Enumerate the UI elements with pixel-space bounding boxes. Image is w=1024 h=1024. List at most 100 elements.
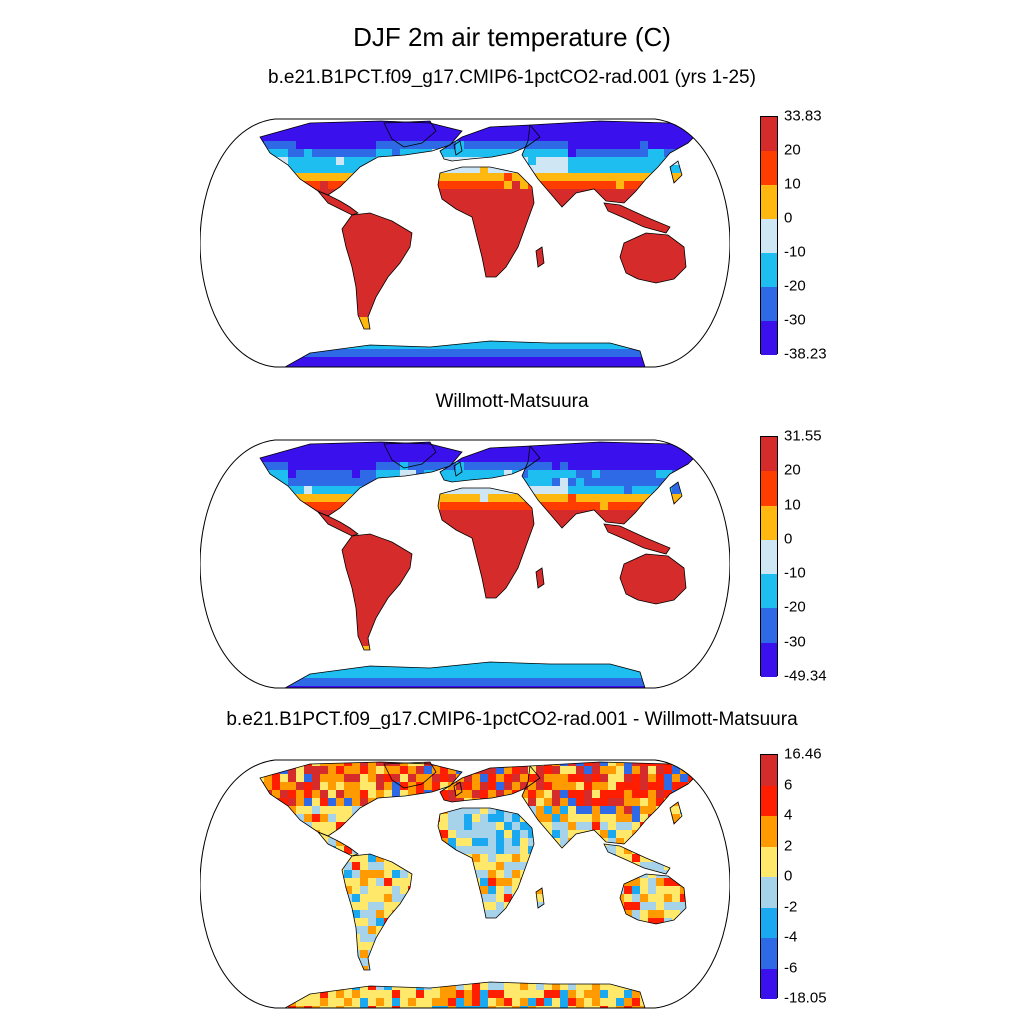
grid-cell <box>488 686 496 688</box>
grid-cell <box>648 221 656 229</box>
grid-cell <box>688 229 696 237</box>
grid-cell <box>552 486 560 494</box>
grid-cell <box>360 558 368 566</box>
grid-cell <box>536 269 544 277</box>
grid-cell <box>704 205 712 213</box>
grid-cell <box>336 317 344 325</box>
grid-cell <box>696 205 700 213</box>
grid-cell <box>520 462 528 470</box>
grid-cell <box>600 582 608 590</box>
grid-cell <box>400 157 408 165</box>
grid-cell <box>616 806 624 814</box>
grid-cell <box>240 654 248 662</box>
grid-cell <box>488 638 496 646</box>
grid-cell <box>320 141 328 149</box>
panel-obs-title: Willmott-Matsuura <box>435 391 589 412</box>
grid-cell <box>288 590 296 598</box>
grid-cell <box>496 205 504 213</box>
grid-cell <box>608 518 616 526</box>
grid-cell <box>584 766 592 774</box>
grid-cell <box>328 301 336 309</box>
grid-cell <box>640 478 648 486</box>
grid-cell <box>616 678 624 686</box>
grid-cell <box>336 365 344 367</box>
grid-cell <box>360 774 368 782</box>
grid-cell <box>472 542 480 550</box>
grid-cell <box>624 534 632 542</box>
grid-cell <box>664 494 672 502</box>
grid-cell <box>432 285 440 293</box>
grid-cell <box>656 510 664 518</box>
grid-cell <box>584 454 592 462</box>
grid-cell <box>528 165 536 173</box>
grid-cell <box>680 606 688 614</box>
grid-cell <box>504 662 512 670</box>
grid-cell <box>720 558 728 566</box>
grid-cell <box>480 590 488 598</box>
grid-cell <box>280 670 288 678</box>
grid-cell <box>304 598 312 606</box>
grid-cell <box>616 774 624 782</box>
grid-cell <box>592 526 600 534</box>
grid-cell <box>232 526 240 534</box>
grid-cell <box>552 149 560 157</box>
grid-cell <box>560 534 568 542</box>
grid-cell <box>568 293 576 301</box>
grid-cell <box>560 822 568 830</box>
grid-cell <box>720 790 728 798</box>
grid-cell <box>496 157 504 165</box>
grid-cell <box>320 442 328 446</box>
grid-cell <box>496 470 504 478</box>
grid-cell <box>488 462 496 470</box>
grid-cell <box>664 245 672 253</box>
grid-cell <box>304 486 312 494</box>
grid-cell <box>616 590 624 598</box>
grid-cell <box>520 357 528 365</box>
grid-cell <box>288 446 296 454</box>
grid-cell <box>672 782 680 790</box>
grid-cell <box>488 309 496 317</box>
grid-cell <box>648 454 656 462</box>
grid-cell <box>648 317 656 325</box>
grid-cell <box>456 814 464 822</box>
grid-cell <box>536 654 544 662</box>
grid-cell <box>512 325 520 333</box>
grid-cell <box>576 614 584 622</box>
grid-cell <box>624 782 632 790</box>
grid-cell <box>520 790 528 798</box>
grid-cell <box>720 566 728 574</box>
grid-cell <box>688 221 696 229</box>
grid-cell <box>640 638 648 646</box>
grid-cell <box>200 269 208 277</box>
grid-cell <box>720 518 728 526</box>
grid-cell <box>272 478 280 486</box>
grid-cell <box>376 285 384 293</box>
grid-cell <box>200 462 208 470</box>
grid-cell <box>512 550 520 558</box>
grid-cell <box>280 261 288 269</box>
grid-cell <box>544 325 552 333</box>
grid-cell <box>672 245 680 253</box>
grid-cell <box>672 181 680 189</box>
grid-cell <box>272 494 280 502</box>
grid-cell <box>416 574 424 582</box>
grid-cell <box>672 790 680 798</box>
grid-cell <box>568 446 576 454</box>
grid-cell <box>440 197 448 205</box>
grid-cell <box>696 686 700 688</box>
grid-cell <box>544 814 552 822</box>
grid-cell <box>528 341 536 349</box>
grid-cell <box>352 133 360 141</box>
grid-cell <box>512 534 520 542</box>
grid-cell <box>720 133 728 141</box>
grid-cell <box>696 470 700 478</box>
grid-cell <box>304 782 312 790</box>
grid-cell <box>528 582 536 590</box>
grid-cell <box>280 269 288 277</box>
grid-cell <box>200 574 208 582</box>
grid-cell <box>696 357 700 365</box>
grid-cell <box>352 550 360 558</box>
grid-cell <box>520 309 528 317</box>
grid-cell <box>336 558 344 566</box>
grid-cell <box>472 221 480 229</box>
